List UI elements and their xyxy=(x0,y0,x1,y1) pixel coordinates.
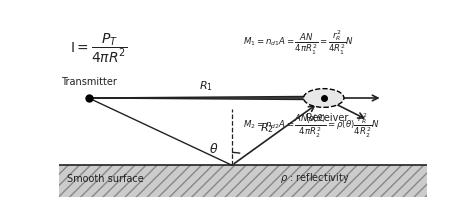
Text: Smooth surface: Smooth surface xyxy=(66,174,143,184)
Text: Transmitter: Transmitter xyxy=(61,77,117,87)
Text: $R_2$: $R_2$ xyxy=(260,121,274,135)
Text: Receiver: Receiver xyxy=(306,113,348,123)
Text: $\theta$: $\theta$ xyxy=(209,142,218,156)
Text: $\rho$ : reflectivity: $\rho$ : reflectivity xyxy=(280,171,349,185)
Text: $M_1 = n_{d1}A = \dfrac{AN}{4\pi R_1^2} = \dfrac{r_R^2}{4R_1^2}N$: $M_1 = n_{d1}A = \dfrac{AN}{4\pi R_1^2} … xyxy=(243,28,354,57)
Circle shape xyxy=(303,89,344,107)
Text: $M_2 = n_{d2}A = \dfrac{AN\rho(\theta)}{4\pi R_2^2} = \rho(\theta)\dfrac{r_R^2}{: $M_2 = n_{d2}A = \dfrac{AN\rho(\theta)}{… xyxy=(243,112,380,140)
Text: $R_1$: $R_1$ xyxy=(199,79,213,93)
Text: $\mathrm{I} = \dfrac{P_T}{4\pi R^2}$: $\mathrm{I} = \dfrac{P_T}{4\pi R^2}$ xyxy=(70,32,128,65)
Bar xyxy=(59,165,427,197)
